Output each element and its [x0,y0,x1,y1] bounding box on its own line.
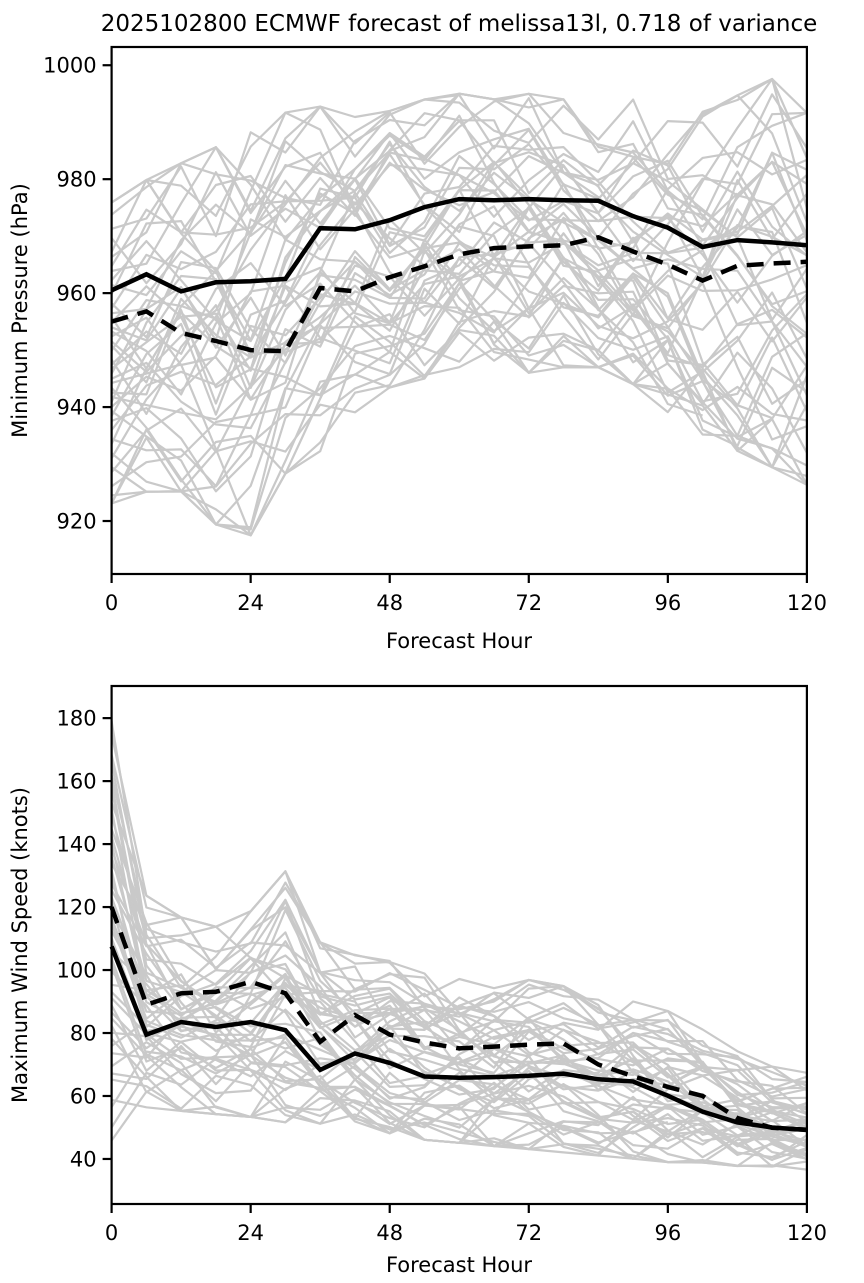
ensemble-member-line [110,1041,808,1151]
y-tick-label: 80 [70,1022,97,1046]
x-tick-label: 48 [376,1221,403,1245]
y-tick-label: 160 [57,770,97,794]
solid-mean-line [109,945,808,1133]
y-tick-label: 940 [57,396,97,420]
pressure-ensemble-lines [110,77,808,537]
pressure-axes: 0 24 48 72 96 120 920 940 960 980 1000 [43,45,827,615]
ensemble-member-line [110,77,808,343]
ensemble-member-line [111,92,808,238]
ensemble-member-line [111,1031,808,1160]
ensemble-member-line [110,782,808,1092]
x-tick-label: 24 [237,1221,264,1245]
y-tick-label: 140 [57,833,97,857]
y-tick-label: 1000 [43,54,96,78]
x-tick-label: 120 [787,1221,827,1245]
pressure-ylabel: Minimum Pressure (hPa) [8,183,32,438]
ensemble-member-line [110,958,808,1123]
ensemble-member-line [110,931,808,1159]
wind-axes: 0 24 48 72 96 120 40 60 80 100 120 140 160 180 [57,684,827,1245]
wind-plot: 0 24 48 72 96 120 40 60 80 100 120 140 160 180 Maximu… [8,684,827,1277]
ensemble-member-line [110,140,808,320]
ensemble-member-line [110,721,808,1097]
x-tick-label: 72 [515,591,542,615]
y-tick-label: 180 [57,707,97,731]
pressure-xlabel: Forecast Hour [386,629,532,653]
x-tick-label: 0 [105,591,118,615]
x-tick-label: 120 [787,591,827,615]
dashed-mean-line [110,234,808,354]
ensemble-member-line [110,98,808,373]
x-tick-label: 72 [515,1221,542,1245]
x-tick-label: 0 [105,1221,118,1245]
wind-ylabel: Maximum Wind Speed (knots) [8,787,32,1103]
x-tick-label: 24 [237,591,264,615]
ensemble-member-line [110,192,739,417]
ensemble-member-line [110,266,808,486]
ensemble-member-line [111,94,808,315]
dashed-mean-line [109,906,808,1132]
y-tick-label: 100 [57,959,97,983]
ensemble-member-line [111,92,808,247]
ensemble-member-line [110,216,808,437]
ensemble-member-line [110,802,808,1079]
ensemble-member-line [110,876,808,1129]
y-tick-label: 960 [57,282,97,306]
y-tick-label: 120 [57,896,97,920]
ensemble-member-line [111,248,808,467]
pressure-plot: 0 24 48 72 96 120 920 940 960 980 1000 Minimum Pre… [8,45,827,653]
y-tick-label: 920 [57,510,97,534]
y-tick-label: 980 [57,168,97,192]
ensemble-member-line [110,144,808,389]
x-tick-label: 48 [376,591,403,615]
ensemble-member-line [110,112,808,279]
ensemble-member-line [111,93,808,297]
wind-ensemble-lines [110,721,808,1171]
ensemble-member-line [111,281,808,497]
ensemble-member-line [111,1015,808,1135]
ensemble-member-line [110,1008,808,1150]
ensemble-member-line [111,161,808,396]
ensemble-member-line [111,205,808,488]
solid-mean-line [110,196,808,294]
ensemble-member-line [111,143,808,401]
ensemble-member-line [110,1074,808,1168]
wind-main-lines [109,906,808,1133]
ensemble-member-line [110,1025,807,1139]
y-tick-label: 60 [70,1084,97,1108]
figure-title: 2025102800 ECMWF forecast of melissa13l,… [101,11,818,37]
wind-xlabel: Forecast Hour [386,1253,532,1277]
x-tick-label: 96 [654,591,681,615]
ensemble-member-line [110,734,807,1109]
pressure-main-lines [110,196,808,354]
ensemble-member-line [110,883,808,1115]
axes-frame [110,684,808,1206]
ensemble-member-line [111,232,808,486]
axes-frame [110,45,808,576]
ensemble-member-line [110,331,808,537]
x-tick-label: 96 [654,1221,681,1245]
ensemble-member-line [110,964,808,1160]
y-tick-label: 40 [70,1147,97,1171]
